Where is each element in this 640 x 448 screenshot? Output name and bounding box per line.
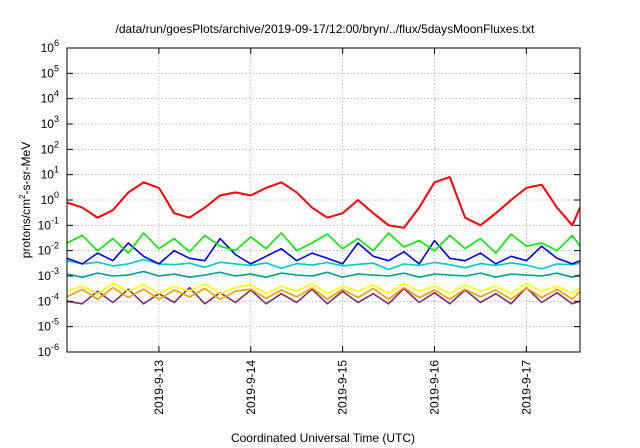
y-tick-label: 10-4 [38, 291, 59, 308]
x-tick-label: 2019-9-17 [519, 360, 533, 415]
y-axis-label-base: protons/cm [19, 199, 33, 258]
y-tick-exponent: 6 [54, 38, 59, 48]
grid [67, 48, 580, 352]
x-axis-label: Coordinated Universal Time (UTC) [231, 431, 415, 445]
series-line-6 [66, 282, 581, 295]
series-line-1 [66, 176, 581, 229]
y-tick-label: 10-5 [38, 317, 59, 334]
y-axis-label-sup: 2 [18, 194, 27, 199]
y-tick-exponent: -4 [51, 291, 59, 301]
y-tick-exponent: 5 [54, 63, 59, 73]
y-tick-base: 10 [38, 345, 52, 359]
chart-title: /data/run/goesPlots/archive/2019-09-17/1… [116, 22, 536, 36]
x-tick-label: 2019-9-16 [428, 360, 442, 415]
y-tick-base: 10 [41, 168, 55, 182]
series-line-3 [66, 237, 581, 265]
x-axis: 2019-9-13 2019-9-14 2019-9-15 2019-9-16 2019… [152, 48, 533, 415]
y-tick-exponent: -1 [51, 215, 59, 225]
y-tick-exponent: -5 [51, 317, 59, 327]
y-tick-base: 10 [38, 269, 52, 283]
y-tick-base: 10 [41, 41, 55, 55]
y-axis-label: protons/cm2-s-sr-MeV [18, 142, 33, 258]
y-axis-label-rest: -s-sr-MeV [19, 142, 33, 195]
y-tick-base: 10 [38, 218, 52, 232]
y-tick-base: 10 [38, 294, 52, 308]
x-tick-label: 2019-9-15 [336, 360, 350, 415]
y-tick-base: 10 [41, 117, 55, 131]
y-axis: 10-610-510-410-310-210-11001011021031041… [38, 38, 580, 359]
series-line-8 [66, 286, 581, 305]
y-tick-exponent: -2 [51, 241, 59, 251]
y-tick-base: 10 [41, 66, 55, 80]
y-tick-base: 10 [41, 142, 55, 156]
x-tick-label: 2019-9-13 [152, 360, 166, 415]
series-line-2 [66, 232, 581, 254]
y-tick-label: 10-1 [38, 215, 59, 232]
y-tick-exponent: 2 [54, 139, 59, 149]
y-tick-exponent: 0 [54, 190, 59, 200]
y-tick-label: 10-6 [38, 342, 59, 359]
y-tick-label: 101 [41, 165, 59, 182]
series-layer [66, 176, 581, 305]
y-tick-base: 10 [38, 320, 52, 334]
series-line-5 [66, 270, 581, 279]
y-tick-base: 10 [41, 92, 55, 106]
x-tick-label: 2019-9-14 [244, 360, 258, 415]
y-tick-exponent: -6 [51, 342, 59, 352]
y-tick-label: 103 [41, 114, 59, 131]
y-tick-label: 10-2 [38, 241, 59, 258]
series-line-7 [66, 286, 581, 301]
y-tick-exponent: 1 [54, 165, 59, 175]
y-tick-label: 10-3 [38, 266, 59, 283]
y-tick-label: 102 [41, 139, 59, 156]
y-tick-base: 10 [41, 193, 55, 207]
y-tick-exponent: -3 [51, 266, 59, 276]
y-tick-label: 100 [41, 190, 59, 207]
y-tick-label: 106 [41, 38, 59, 55]
y-tick-label: 104 [41, 89, 59, 106]
y-tick-exponent: 3 [54, 114, 59, 124]
series-line-4 [66, 258, 581, 271]
y-tick-label: 105 [41, 63, 59, 80]
y-tick-exponent: 4 [54, 89, 59, 99]
y-tick-base: 10 [38, 244, 52, 258]
